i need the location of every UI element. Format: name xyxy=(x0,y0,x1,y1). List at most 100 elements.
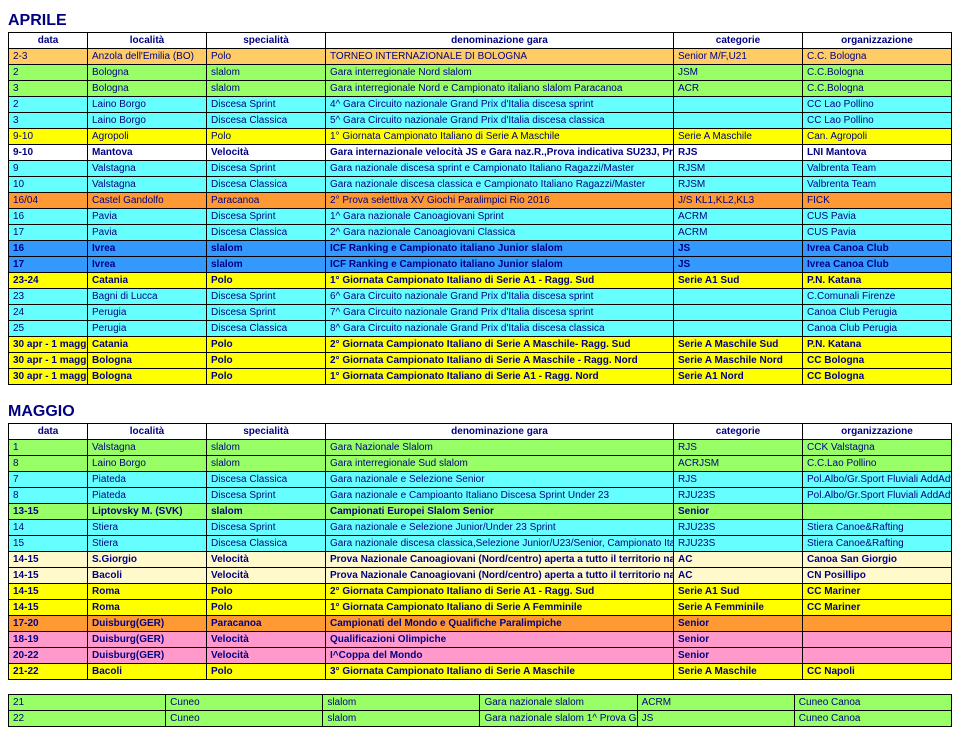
table-cell: Discesa Classica xyxy=(207,177,326,193)
table-row: 10ValstagnaDiscesa ClassicaGara nazional… xyxy=(9,177,952,193)
table-cell: Cuneo Canoa xyxy=(794,711,951,727)
table-row: 21-22BacoliPolo3° Giornata Campionato It… xyxy=(9,664,952,680)
table-cell: Gara nazionale discesa classica,Selezion… xyxy=(326,536,674,552)
table-cell: 1^ Gara nazionale Canoagiovani Sprint xyxy=(326,209,674,225)
table-cell: 7^ Gara Circuito nazionale Grand Prix d'… xyxy=(326,305,674,321)
table-cell: slalom xyxy=(207,504,326,520)
table-cell: Paracanoa xyxy=(207,193,326,209)
table-cell: RJU23S xyxy=(674,536,803,552)
col-organizzazione: organizzazione xyxy=(803,33,952,49)
table-cell: 21-22 xyxy=(9,664,88,680)
table-cell: Velocità xyxy=(207,632,326,648)
table-row: 24PerugiaDiscesa Sprint7^ Gara Circuito … xyxy=(9,305,952,321)
table-row: 30 apr - 1 maggioBolognaPolo2° Giornata … xyxy=(9,353,952,369)
table-cell xyxy=(674,305,803,321)
table-row: 22CuneoslalomGara nazionale slalom 1^ Pr… xyxy=(9,711,952,727)
table-row: 7PiatedaDiscesa ClassicaGara nazionale e… xyxy=(9,472,952,488)
table-cell: Bologna xyxy=(88,369,207,385)
table-cell: Pavia xyxy=(88,225,207,241)
table-cell: 9-10 xyxy=(9,145,88,161)
table-cell: Liptovsky M. (SVK) xyxy=(88,504,207,520)
table-cell: Duisburg(GER) xyxy=(88,616,207,632)
table-header-row: data località specialità denominazione g… xyxy=(9,33,952,49)
table-cell: Discesa Sprint xyxy=(207,305,326,321)
table-cell: Catania xyxy=(88,337,207,353)
table-row: 3BolognaslalomGara interregionale Nord e… xyxy=(9,81,952,97)
table-cell: Discesa Classica xyxy=(207,225,326,241)
table-cell: C.Comunali Firenze xyxy=(803,289,952,305)
table-cell: 8^ Gara Circuito nazionale Grand Prix d'… xyxy=(326,321,674,337)
maggio-table: data località specialità denominazione g… xyxy=(8,423,952,680)
table-header-row: data località specialità denominazione g… xyxy=(9,424,952,440)
table-cell: 7 xyxy=(9,472,88,488)
table-row: 1ValstagnaslalomGara Nazionale SlalomRJS… xyxy=(9,440,952,456)
table-cell: 1° Giornata Campionato Italiano di Serie… xyxy=(326,129,674,145)
table-cell: CN Posillipo xyxy=(803,568,952,584)
table-cell: Senior M/F,U21 xyxy=(674,49,803,65)
table-cell: Agropoli xyxy=(88,129,207,145)
table-cell: Velocità xyxy=(207,145,326,161)
table-cell: Discesa Classica xyxy=(207,472,326,488)
table-cell: Mantova xyxy=(88,145,207,161)
table-cell: JSM xyxy=(674,65,803,81)
table-cell: AC xyxy=(674,568,803,584)
col-denominazione: denominazione gara xyxy=(326,424,674,440)
table-cell: Canoa Club Perugia xyxy=(803,305,952,321)
table-cell: LNI Mantova xyxy=(803,145,952,161)
table-cell: 17 xyxy=(9,257,88,273)
table-cell: I^Coppa del Mondo xyxy=(326,648,674,664)
table-cell: Roma xyxy=(88,584,207,600)
table-cell: 9-10 xyxy=(9,129,88,145)
table-cell: Laino Borgo xyxy=(88,456,207,472)
table-row: 20-22Duisburg(GER)VelocitàI^Coppa del Mo… xyxy=(9,648,952,664)
table-cell: Paracanoa xyxy=(207,616,326,632)
table-cell: Serie A1 Sud xyxy=(674,273,803,289)
table-row: 9-10AgropoliPolo1° Giornata Campionato I… xyxy=(9,129,952,145)
table-cell: Campionati del Mondo e Qualifiche Parali… xyxy=(326,616,674,632)
table-cell: 2^ Gara nazionale Canoagiovani Classica xyxy=(326,225,674,241)
table-cell: Laino Borgo xyxy=(88,113,207,129)
table-cell: CC Mariner xyxy=(803,600,952,616)
table-cell: RJS xyxy=(674,145,803,161)
table-cell: 3 xyxy=(9,81,88,97)
table-cell: Pol.Albo/Gr.Sport Fluviali AddAdventure xyxy=(803,488,952,504)
table-cell: slalom xyxy=(207,65,326,81)
table-cell: AC xyxy=(674,552,803,568)
table-cell: 25 xyxy=(9,321,88,337)
table-cell: TORNEO INTERNAZIONALE DI BOLOGNA xyxy=(326,49,674,65)
table-cell: Pavia xyxy=(88,209,207,225)
col-localita: località xyxy=(88,424,207,440)
table-row: 2Laino BorgoDiscesa Sprint4^ Gara Circui… xyxy=(9,97,952,113)
table-row: 21CuneoslalomGara nazionale slalomACRMCu… xyxy=(9,695,952,711)
table-cell: Pol.Albo/Gr.Sport Fluviali AddAdventure xyxy=(803,472,952,488)
table-cell: Valstagna xyxy=(88,161,207,177)
table-cell: slalom xyxy=(207,81,326,97)
table-cell: Valstagna xyxy=(88,440,207,456)
table-cell: Polo xyxy=(207,369,326,385)
table-cell: 1° Giornata Campionato Italiano di Serie… xyxy=(326,369,674,385)
table-cell: CC Lao Pollino xyxy=(803,97,952,113)
table-cell: 14-15 xyxy=(9,584,88,600)
table-cell xyxy=(803,616,952,632)
table-row: 2BolognaslalomGara interregionale Nord s… xyxy=(9,65,952,81)
table-cell: ACRJSM xyxy=(674,456,803,472)
table-cell: RJU23S xyxy=(674,520,803,536)
table-row: 3Laino BorgoDiscesa Classica5^ Gara Circ… xyxy=(9,113,952,129)
col-categorie: categorie xyxy=(674,424,803,440)
table-cell: Polo xyxy=(207,584,326,600)
table-cell: 9 xyxy=(9,161,88,177)
table-cell: RJS xyxy=(674,440,803,456)
table-cell: 17 xyxy=(9,225,88,241)
table-cell: 1° Giornata Campionato Italiano di Serie… xyxy=(326,600,674,616)
table-cell: Discesa Classica xyxy=(207,113,326,129)
table-cell: 14-15 xyxy=(9,552,88,568)
table-cell: 3° Giornata Campionato Italiano di Serie… xyxy=(326,664,674,680)
table-cell: Discesa Sprint xyxy=(207,488,326,504)
table-cell: Bacoli xyxy=(88,664,207,680)
table-row: 23Bagni di LuccaDiscesa Sprint6^ Gara Ci… xyxy=(9,289,952,305)
table-cell: Gara interregionale Sud slalom xyxy=(326,456,674,472)
table-cell: Valbrenta Team xyxy=(803,161,952,177)
table-cell: 2 xyxy=(9,65,88,81)
table-cell: Bologna xyxy=(88,65,207,81)
table-cell: 10 xyxy=(9,177,88,193)
